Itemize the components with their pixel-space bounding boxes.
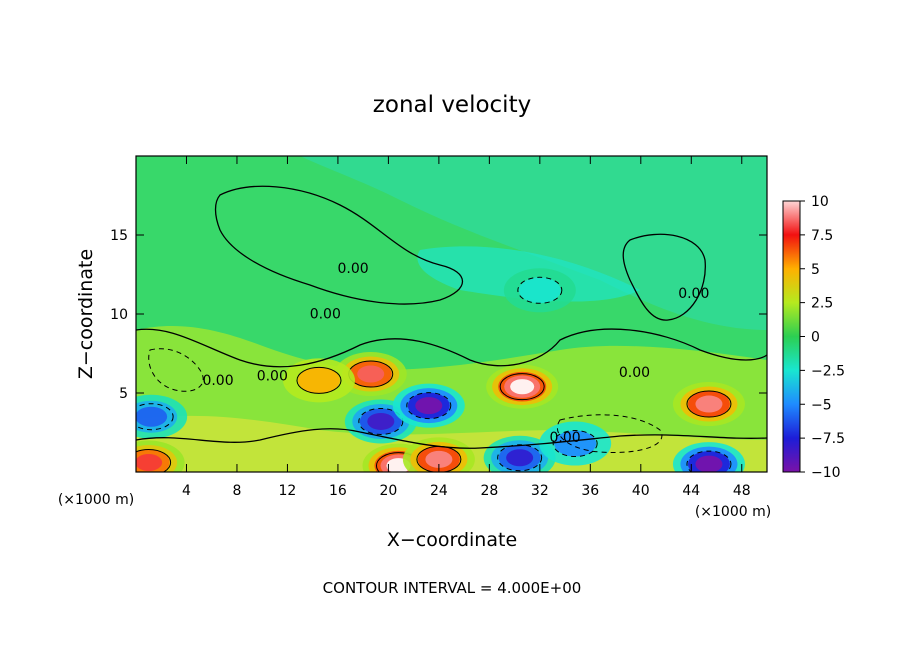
velocity-feature: [518, 277, 561, 304]
feature-contour-line: [136, 403, 174, 431]
velocity-feature: [367, 412, 395, 430]
y-axis: 5 10 15: [110, 228, 767, 402]
feature-contour-line: [136, 449, 172, 472]
colorbar-tick-label: −5: [811, 397, 832, 413]
x-tick-label: 4: [182, 483, 191, 499]
features-layer: [136, 268, 745, 472]
velocity-feature: [695, 395, 723, 413]
velocity-feature: [136, 454, 163, 472]
contour-label: 0.00: [619, 365, 650, 381]
x-unit-left: (×1000 m): [58, 492, 134, 508]
colorbar-tick-label: 10: [811, 194, 829, 210]
x-axis: 4 8 12 16 20 24 28 32 36 40 44 48: [182, 156, 751, 499]
contour-interval-footer: CONTOUR INTERVAL = 4.000E+00: [323, 579, 582, 597]
velocity-feature: [357, 365, 385, 383]
contour-label-layer: 0.00 0.00 0.00 0.00 0.00 0.00 0.00: [202, 261, 709, 446]
x-tick-label: 36: [581, 483, 599, 499]
velocity-feature: [297, 367, 340, 394]
colorbar-tick-label: −10: [811, 465, 841, 481]
plot-field: [136, 156, 767, 472]
contour-line-negative-left: [148, 348, 204, 392]
colorbar-tick-label: 5: [811, 262, 820, 278]
y-tick-label: 5: [119, 386, 128, 402]
colorbar-tick-label: 7.5: [811, 228, 833, 244]
x-tick-label: 12: [279, 483, 297, 499]
colorbar-tick-label: 0: [811, 330, 820, 346]
x-tick-label: 16: [329, 483, 347, 499]
chart-title: zonal velocity: [373, 92, 531, 118]
feature-contour-line: [296, 366, 342, 394]
x-tick-label: 8: [232, 483, 241, 499]
colorbar-tick-label: −7.5: [811, 431, 845, 447]
feature-contour-line: [517, 276, 563, 304]
colorbar-tick-label: 2.5: [811, 296, 833, 312]
feature-contour-line: [358, 407, 404, 435]
x-unit-right: (×1000 m): [695, 504, 771, 520]
x-tick-label: 32: [531, 483, 549, 499]
feature-contour-line: [686, 450, 732, 472]
contour-line-zero-upper: [214, 185, 463, 305]
x-axis-label: X−coordinate: [387, 529, 517, 551]
feature-contour-line: [686, 390, 732, 418]
velocity-feature: [506, 449, 534, 467]
y-axis-label: Z−coordinate: [75, 249, 97, 379]
y-tick-label: 15: [110, 228, 128, 244]
x-tick-label: 20: [379, 483, 397, 499]
contour-label: 0.00: [678, 286, 709, 302]
colorbar-tick-label: −2.5: [811, 363, 845, 379]
velocity-feature: [136, 406, 168, 427]
field-region-upper: [300, 156, 767, 330]
y-tick-label: 10: [110, 307, 128, 323]
velocity-feature: [425, 450, 453, 468]
x-tick-label: 44: [682, 483, 700, 499]
velocity-feature: [415, 397, 443, 415]
contour-label: 0.00: [310, 307, 341, 323]
colorbar: [782, 200, 801, 473]
contour-line-zero-right: [622, 233, 706, 321]
x-tick-label: 28: [480, 483, 498, 499]
feature-contour-line: [406, 392, 452, 420]
contour-label: 0.00: [257, 368, 288, 384]
feature-contour-line: [497, 444, 543, 472]
x-tick-label: 48: [733, 483, 751, 499]
feature-contour-line: [552, 430, 598, 458]
x-tick-label: 24: [430, 483, 448, 499]
contour-label: 0.00: [337, 261, 368, 277]
colorbar-ticks: 10 7.5 5 2.5 0 −2.5 −5 −7.5 −10: [800, 194, 845, 481]
velocity-feature: [510, 379, 535, 395]
contour-line-negative-right: [557, 414, 663, 454]
contour-line-zero-middle: [136, 328, 767, 368]
velocity-feature: [695, 455, 723, 472]
contour-label: 0.00: [549, 430, 580, 446]
x-tick-label: 40: [632, 483, 650, 499]
contour-label: 0.00: [202, 373, 233, 389]
feature-contour-line: [499, 373, 545, 401]
contour-line-zero-lower: [136, 428, 767, 449]
